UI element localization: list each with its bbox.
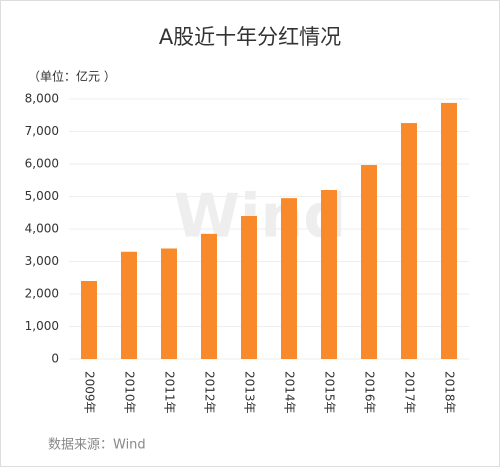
chart-title: A股近十年分红情况 bbox=[159, 25, 341, 49]
bar bbox=[441, 102, 457, 360]
bar bbox=[161, 248, 177, 359]
x-tick-label: 2018年 bbox=[443, 371, 457, 414]
bar bbox=[321, 190, 337, 359]
watermark: Wind bbox=[174, 182, 346, 252]
y-tick-label: 5,000 bbox=[25, 189, 59, 203]
y-tick-label: 3,000 bbox=[25, 254, 59, 268]
y-tick-label: 8,000 bbox=[25, 92, 59, 106]
x-tick-label: 2010年 bbox=[123, 371, 137, 414]
y-tick-label: 2,000 bbox=[25, 287, 59, 301]
unit-label: （单位：亿元 ） bbox=[28, 69, 116, 84]
x-tick-label: 2014年 bbox=[283, 371, 297, 414]
x-tick-label: 2009年 bbox=[83, 371, 97, 414]
bar bbox=[241, 216, 257, 359]
y-tick-label: 0 bbox=[51, 352, 59, 366]
y-tick-label: 6,000 bbox=[25, 157, 59, 171]
x-tick-label: 2012年 bbox=[203, 371, 217, 414]
x-tick-label: 2017年 bbox=[403, 371, 417, 414]
bar bbox=[121, 251, 137, 359]
x-tick-label: 2016年 bbox=[363, 371, 377, 414]
x-tick-label: 2013年 bbox=[243, 371, 257, 414]
y-tick-label: 4,000 bbox=[25, 222, 59, 236]
source-note: 数据来源：Wind bbox=[48, 438, 146, 453]
bar bbox=[81, 281, 97, 359]
bar bbox=[361, 164, 377, 359]
bar bbox=[201, 233, 217, 359]
y-tick-label: 7,000 bbox=[25, 124, 59, 138]
x-tick-label: 2011年 bbox=[163, 371, 177, 414]
y-tick-label: 1,000 bbox=[25, 319, 59, 333]
x-tick-label: 2015年 bbox=[323, 371, 337, 414]
bar bbox=[401, 123, 417, 359]
bar bbox=[281, 198, 297, 359]
